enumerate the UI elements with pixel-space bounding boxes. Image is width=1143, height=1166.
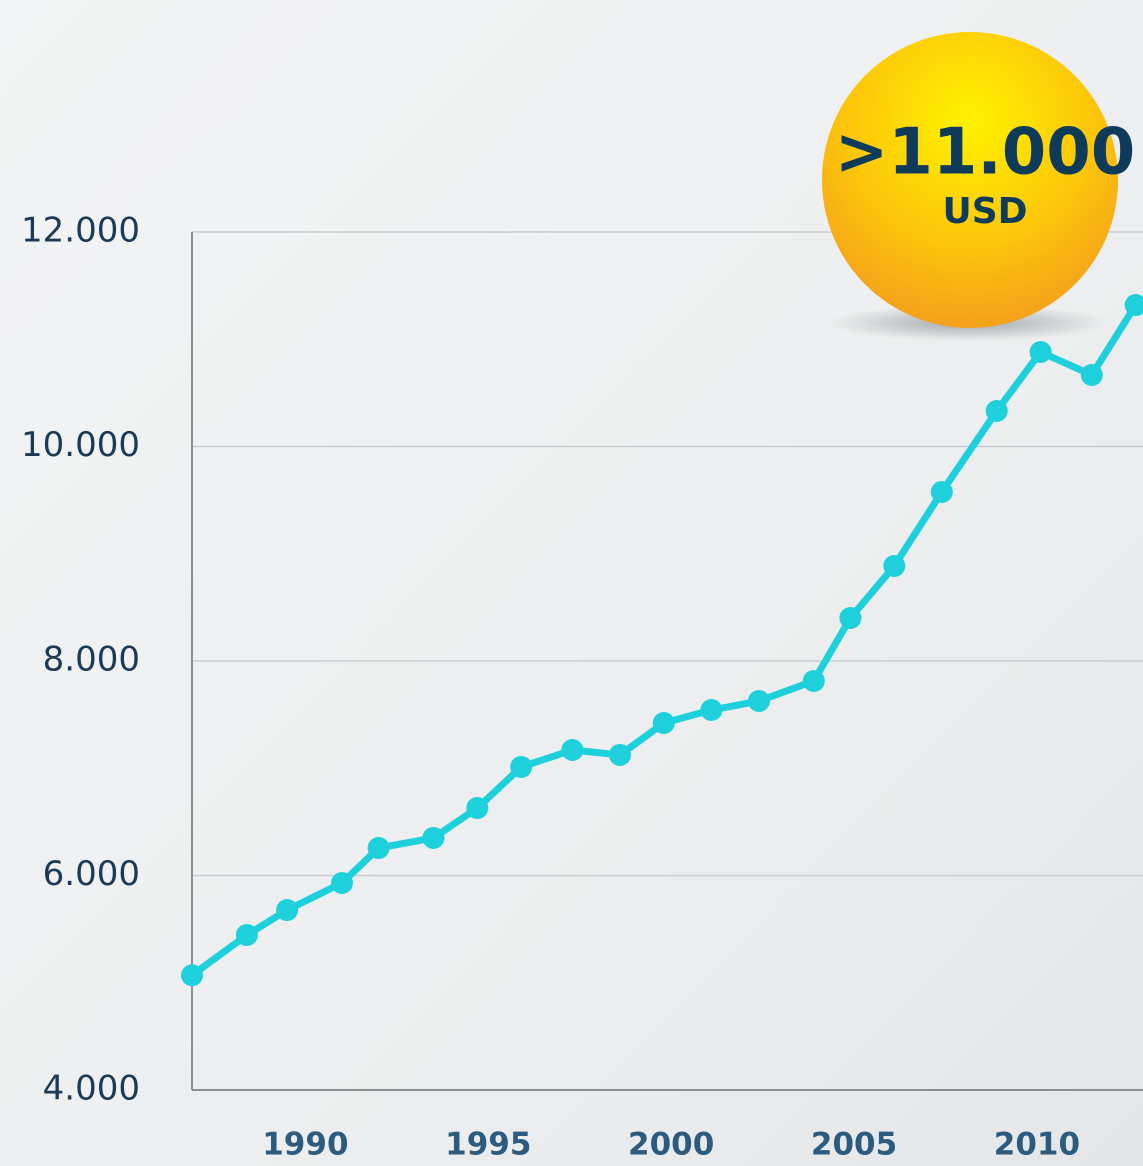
data-point <box>608 743 631 766</box>
data-point <box>330 872 353 895</box>
data-point <box>930 480 953 503</box>
x-tick-label: 1990 <box>262 1127 348 1163</box>
data-point <box>1124 294 1143 317</box>
data-point <box>1080 363 1103 386</box>
badge-unit: USD <box>942 191 1027 232</box>
badge <box>822 32 1118 328</box>
data-point <box>422 826 445 849</box>
y-tick-label: 10.000 <box>21 425 140 465</box>
data-point <box>985 400 1008 423</box>
x-tick-label: 2010 <box>994 1127 1080 1163</box>
x-tick-label: 2000 <box>628 1127 714 1163</box>
data-point <box>883 554 906 577</box>
data-point <box>747 690 770 713</box>
y-tick-label: 6.000 <box>43 854 140 894</box>
y-tick-label: 4.000 <box>43 1069 140 1109</box>
y-tick-label: 12.000 <box>21 211 140 251</box>
y-tick-label: 8.000 <box>43 640 140 680</box>
data-point <box>561 739 584 762</box>
data-point <box>181 964 203 987</box>
data-point <box>276 899 299 922</box>
data-point <box>802 669 825 692</box>
data-point <box>1029 341 1052 364</box>
data-point <box>367 837 390 860</box>
data-point <box>700 699 723 722</box>
x-tick-label: 1995 <box>445 1127 531 1163</box>
data-point <box>652 711 675 734</box>
x-tick-label: 2005 <box>811 1127 897 1163</box>
data-point <box>466 797 489 820</box>
data-point <box>235 924 258 947</box>
data-point <box>510 755 533 778</box>
data-point <box>839 606 862 629</box>
badge-value: >11.000 <box>835 116 1136 190</box>
